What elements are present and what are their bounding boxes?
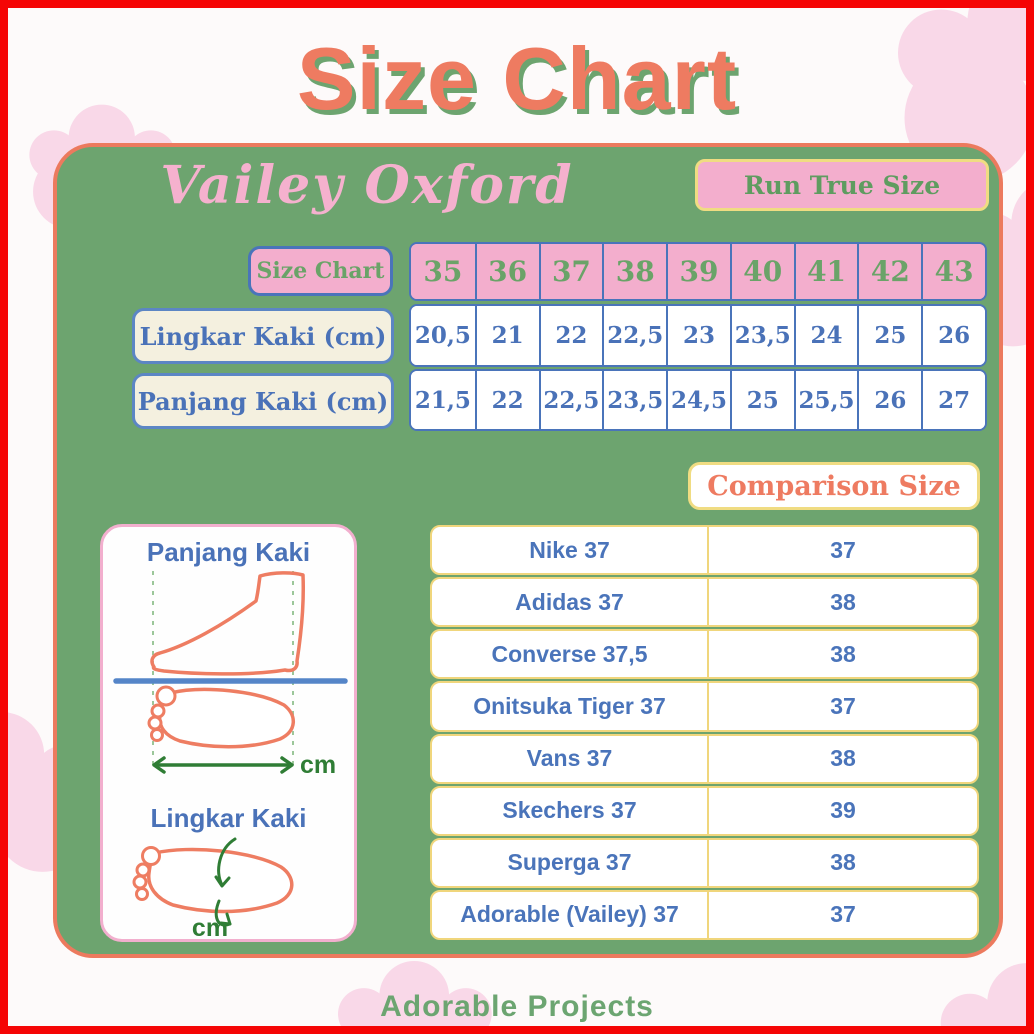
girth-unit-label: cm [192, 914, 228, 939]
row-label-lingkar: Lingkar Kaki (cm) [132, 308, 394, 364]
size-header-row: 35 36 37 38 39 40 41 42 43 [409, 242, 987, 301]
comparison-size-cell: 37 [830, 901, 856, 928]
comparison-brand-cell: Adidas 37 [432, 579, 709, 626]
size-value-cell: 26 [921, 306, 985, 365]
size-header-cell: 38 [602, 244, 667, 299]
footprint-icon [132, 846, 294, 914]
length-arrow-icon [152, 756, 294, 774]
foot-side-icon [150, 571, 305, 676]
size-value-cell: 20,5 [411, 306, 475, 365]
comparison-row: Onitsuka Tiger 37 37 [430, 681, 979, 732]
comparison-row: Vans 37 38 [430, 733, 979, 784]
size-value-row-0: 20,5 21 22 22,5 23 23,5 24 25 26 [409, 304, 987, 367]
size-header-cell: 41 [793, 244, 858, 299]
footprint-icon [147, 685, 295, 749]
comparison-size-cell: 38 [830, 849, 856, 876]
size-header-cell: 40 [729, 244, 794, 299]
size-header-cell: 35 [411, 244, 475, 299]
comparison-brand-cell: Skechers 37 [432, 787, 709, 834]
comparison-brand-cell: Adorable (Vailey) 37 [432, 891, 709, 938]
size-header-cell: 42 [857, 244, 922, 299]
foot-length-diagram: cm [113, 571, 348, 779]
comparison-brand-cell: Superga 37 [432, 839, 709, 886]
comparison-size-label: Comparison Size [707, 470, 961, 502]
size-value-cell: 21,5 [411, 371, 475, 429]
girth-guide-title: Lingkar Kaki [150, 803, 307, 833]
run-true-size-label: Run True Size [743, 170, 941, 200]
product-name: Vailey Oxford [160, 154, 574, 216]
size-value-cell: 24,5 [666, 371, 730, 429]
size-header-cell: 43 [921, 244, 985, 299]
foot-girth-diagram: cm [132, 837, 294, 939]
comparison-brand-cell: Onitsuka Tiger 37 [432, 683, 709, 730]
flower-icon [938, 953, 1026, 1026]
length-unit-label: cm [300, 751, 336, 779]
comparison-table: Nike 37 37 Adidas 37 38 Converse 37,5 38 Onits… [430, 525, 979, 940]
size-value-cell: 22,5 [538, 371, 603, 429]
size-value-cell: 22 [474, 371, 539, 429]
comparison-size-cell: 37 [830, 536, 856, 563]
comparison-brand-cell: Nike 37 [432, 527, 709, 574]
size-value-cell: 26 [857, 371, 922, 429]
comparison-row: Adidas 37 38 [430, 577, 979, 628]
size-value-cell: 25 [729, 371, 794, 429]
row-label-panjang: Panjang Kaki (cm) [132, 373, 394, 429]
size-value-cell: 25 [857, 306, 922, 365]
comparison-size-cell: 39 [830, 797, 856, 824]
size-header-cell: 36 [474, 244, 539, 299]
size-value-row-1: 21,5 22 22,5 23,5 24,5 25 25,5 26 27 [409, 369, 987, 431]
size-header-cell: 37 [538, 244, 603, 299]
comparison-row: Nike 37 37 [430, 525, 979, 576]
size-value-cell: 24 [793, 306, 858, 365]
comparison-brand-cell: Converse 37,5 [432, 631, 709, 678]
size-value-cell: 22,5 [602, 306, 667, 365]
size-chart-panel: Vailey Oxford Run True Size Size Chart 3… [53, 143, 1003, 958]
comparison-size-cell: 38 [830, 745, 856, 772]
size-value-cell: 25,5 [793, 371, 858, 429]
run-true-size-badge: Run True Size [695, 159, 989, 211]
length-guide-title: Panjang Kaki [146, 537, 311, 567]
comparison-row: Superga 37 38 [430, 837, 979, 888]
size-value-cell: 23,5 [729, 306, 794, 365]
comparison-brand-cell: Vans 37 [432, 735, 709, 782]
comparison-row: Adorable (Vailey) 37 37 [430, 889, 979, 940]
measure-guide-panel: Panjang Kaki cm [100, 524, 357, 942]
comparison-size-cell: 38 [830, 588, 856, 615]
size-value-cell: 27 [921, 371, 985, 429]
size-value-cell: 21 [474, 306, 539, 365]
comparison-size-badge: Comparison Size [688, 462, 980, 510]
flower-icon [338, 948, 493, 1026]
size-value-cell: 23,5 [602, 371, 667, 429]
comparison-size-cell: 37 [830, 692, 856, 719]
size-table-header-label: Size Chart [248, 246, 393, 296]
comparison-row: Skechers 37 39 [430, 785, 979, 836]
page-title: Size Chart [296, 29, 738, 128]
comparison-row: Converse 37,5 38 [430, 629, 979, 680]
footer-brand: Adorable Projects [380, 990, 654, 1023]
size-value-cell: 22 [538, 306, 603, 365]
girth-arrow-icon [214, 837, 237, 927]
size-value-cell: 23 [666, 306, 730, 365]
comparison-size-cell: 38 [830, 640, 856, 667]
size-header-cell: 39 [666, 244, 730, 299]
